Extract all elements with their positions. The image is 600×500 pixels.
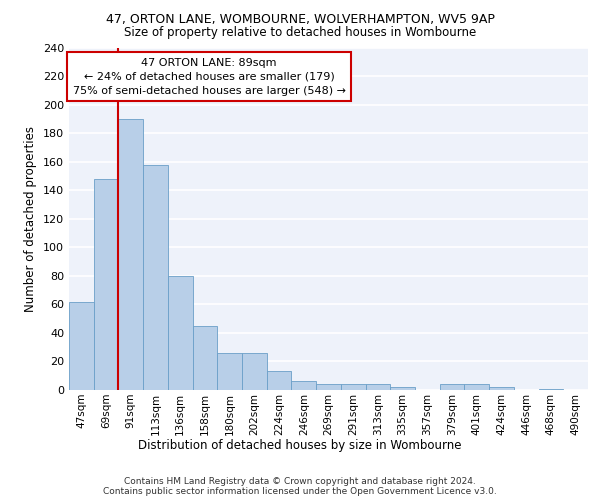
Text: Size of property relative to detached houses in Wombourne: Size of property relative to detached ho… [124,26,476,39]
Bar [118,119,143,390]
Bar [94,179,118,390]
Bar [69,302,94,390]
Text: Contains HM Land Registry data © Crown copyright and database right 2024.
Contai: Contains HM Land Registry data © Crown c… [103,476,497,496]
Bar [390,387,415,390]
Text: 47, ORTON LANE, WOMBOURNE, WOLVERHAMPTON, WV5 9AP: 47, ORTON LANE, WOMBOURNE, WOLVERHAMPTON… [106,12,494,26]
Bar [316,384,341,390]
Bar [292,382,316,390]
Bar [217,353,242,390]
Bar [341,384,365,390]
Bar [539,388,563,390]
Bar [464,384,489,390]
Bar [193,326,217,390]
Bar [365,384,390,390]
Text: 47 ORTON LANE: 89sqm
← 24% of detached houses are smaller (179)
75% of semi-deta: 47 ORTON LANE: 89sqm ← 24% of detached h… [73,58,346,96]
Bar [143,164,168,390]
Bar [267,372,292,390]
Bar [168,276,193,390]
Bar [242,353,267,390]
Y-axis label: Number of detached properties: Number of detached properties [25,126,37,312]
Text: Distribution of detached houses by size in Wombourne: Distribution of detached houses by size … [138,440,462,452]
Bar [489,387,514,390]
Bar [440,384,464,390]
